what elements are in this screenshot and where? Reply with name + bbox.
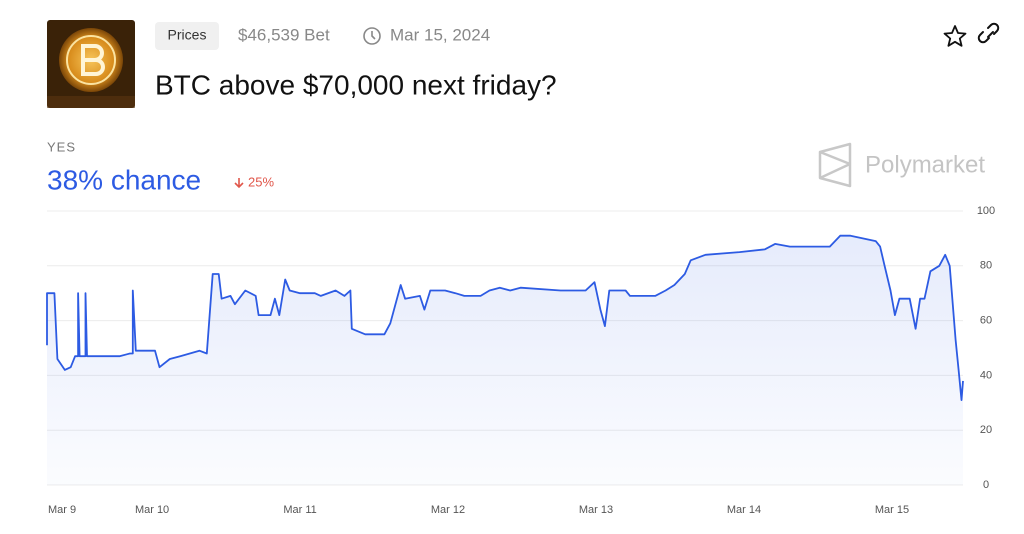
y-tick-label: 100 (977, 205, 995, 217)
change: 25% (248, 174, 274, 189)
market-thumbnail (47, 20, 135, 108)
link-button[interactable] (977, 22, 1000, 44)
headline: 38% chance (47, 164, 201, 195)
y-tick-label: 60 (980, 315, 992, 327)
clock-icon (363, 27, 381, 45)
star-button[interactable] (943, 25, 967, 47)
x-tick-label: Mar 15 (875, 504, 909, 516)
tag-pill[interactable] (155, 22, 219, 50)
x-tick-label: Mar 9 (48, 504, 76, 516)
x-tick-label: Mar 12 (431, 504, 465, 516)
y-tick-label: 40 (980, 369, 992, 381)
x-tick-label: Mar 11 (283, 504, 316, 516)
tag[interactable]: Prices (168, 27, 207, 43)
x-tick-label: Mar 10 (135, 504, 169, 516)
outcome-label: YES (47, 139, 76, 154)
market-title: BTC above $70,000 next friday? (155, 69, 557, 100)
x-tick-label: Mar 13 (579, 504, 613, 516)
y-tick-label: 20 (980, 424, 992, 436)
y-tick-label: 0 (983, 479, 989, 491)
volume: $46,539 Bet (238, 25, 330, 44)
x-tick-label: Mar 14 (727, 504, 761, 516)
brand: Polymarket (865, 151, 985, 178)
down-arrow (234, 178, 244, 189)
y-tick-label: 80 (980, 260, 992, 272)
area (47, 235, 963, 485)
line (46, 234, 964, 401)
brand-logo (818, 142, 852, 188)
date: Mar 15, 2024 (390, 25, 490, 44)
